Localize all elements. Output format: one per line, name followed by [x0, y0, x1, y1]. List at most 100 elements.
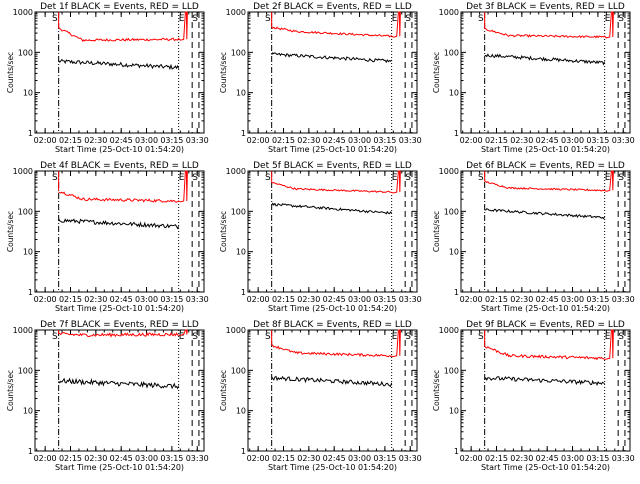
plot-frame: [34, 11, 205, 134]
events-series-line: [271, 52, 392, 64]
x-tick-label: 02:30: [297, 454, 320, 463]
y-tick-label: 100: [444, 207, 459, 216]
x-tick-label: 03:15: [373, 136, 396, 145]
events-series-line: [58, 218, 180, 230]
plot-frame: [460, 170, 631, 293]
x-tick-label: 02:00: [247, 136, 270, 145]
x-tick-label: 02:15: [59, 136, 82, 145]
x-tick-label: 03:30: [399, 136, 422, 145]
y-tick-label: 100: [231, 207, 246, 216]
interval-marker: S: [618, 173, 624, 183]
x-tick-label: 03:00: [561, 454, 584, 463]
x-tick-label: 02:45: [536, 136, 559, 145]
x-tick-label: 03:00: [135, 454, 158, 463]
x-tick-label: 02:30: [510, 454, 533, 463]
events-series-line: [58, 377, 180, 390]
x-tick-label: 03:15: [586, 454, 609, 463]
y-tick-label: 10: [23, 248, 33, 257]
x-tick-label: 02:30: [510, 295, 533, 304]
x-axis-label: Start Time (25-Oct-10 01:54:20): [481, 463, 610, 472]
events-series-line: [484, 53, 606, 66]
chart-title: Det 5f BLACK = Events, RED = LLD: [253, 161, 412, 171]
x-tick-label: 02:00: [34, 295, 57, 304]
x-tick-label: 02:30: [297, 136, 320, 145]
y-tick-label: 10: [236, 407, 246, 416]
x-tick-label: 03:30: [186, 295, 209, 304]
x-axis-label: Start Time (25-Oct-10 01:54:20): [481, 304, 610, 313]
plot-frame: [460, 11, 631, 134]
interval-marker: S: [192, 173, 198, 183]
x-tick-label: 02:45: [323, 295, 346, 304]
lld-series-line: [484, 11, 614, 39]
x-axis-label: Start Time (25-Oct-10 01:54:20): [268, 304, 397, 313]
x-tick-label: 02:00: [247, 295, 270, 304]
x-tick-label: 02:45: [536, 295, 559, 304]
interval-marker: E: [392, 14, 398, 24]
interval-marker: E: [605, 14, 611, 24]
y-tick-label: 1000: [226, 8, 246, 17]
x-tick-label: 02:30: [84, 136, 107, 145]
x-tick-label: 02:00: [247, 454, 270, 463]
x-tick-label: 03:30: [612, 454, 635, 463]
x-tick-label: 03:00: [348, 295, 371, 304]
y-tick-label: 1000: [13, 167, 33, 176]
x-tick-label: 02:15: [59, 454, 82, 463]
y-tick-label: 1000: [226, 167, 246, 176]
x-tick-label: 02:15: [272, 454, 295, 463]
x-tick-label: 02:30: [510, 136, 533, 145]
x-tick-label: 03:15: [586, 295, 609, 304]
y-tick-label: 100: [18, 207, 33, 216]
x-tick-label: 02:15: [485, 136, 508, 145]
x-tick-label: 03:00: [348, 454, 371, 463]
interval-marker: S: [52, 332, 58, 342]
x-tick-label: 02:00: [460, 295, 483, 304]
x-tick-label: 03:15: [373, 295, 396, 304]
y-tick-label: 100: [444, 48, 459, 57]
interval-marker: S: [478, 173, 484, 183]
x-tick-label: 02:15: [272, 136, 295, 145]
x-tick-label: 03:30: [612, 136, 635, 145]
lld-series-line: [58, 329, 188, 338]
chart-title: Det 6f BLACK = Events, RED = LLD: [466, 161, 625, 171]
x-tick-label: 03:00: [348, 136, 371, 145]
lld-series-line: [58, 11, 188, 42]
chart-title: Det 1f BLACK = Events, RED = LLD: [40, 2, 199, 12]
y-axis-label: Counts/sec: [6, 370, 15, 411]
chart-title: Det 7f BLACK = Events, RED = LLD: [40, 320, 199, 330]
y-tick-label: 10: [23, 407, 33, 416]
y-tick-label: 1: [454, 129, 459, 138]
interval-marker: S: [478, 14, 484, 24]
x-tick-label: 02:45: [110, 454, 133, 463]
events-series-line: [484, 376, 605, 387]
y-tick-label: 10: [236, 248, 246, 257]
x-axis-label: Start Time (25-Oct-10 01:54:20): [481, 145, 610, 154]
interval-marker: E: [392, 332, 398, 342]
x-tick-label: 02:30: [297, 295, 320, 304]
interval-marker: E: [605, 332, 611, 342]
y-tick-label: 1: [28, 129, 33, 138]
interval-marker: S: [192, 14, 198, 24]
x-tick-label: 03:30: [186, 136, 209, 145]
interval-marker: S: [52, 173, 58, 183]
y-tick-label: 100: [444, 366, 459, 375]
x-tick-label: 02:30: [84, 454, 107, 463]
y-tick-label: 1000: [13, 8, 33, 17]
y-axis-label: Counts/sec: [219, 370, 228, 411]
y-tick-label: 1: [28, 288, 33, 297]
interval-marker: E: [179, 173, 185, 183]
interval-marker: S: [265, 14, 271, 24]
chart-title: Det 2f BLACK = Events, RED = LLD: [253, 2, 412, 12]
y-tick-label: 10: [23, 89, 33, 98]
x-tick-label: 02:45: [536, 454, 559, 463]
y-tick-label: 1: [28, 447, 33, 456]
interval-marker: E: [392, 173, 398, 183]
interval-marker: S: [405, 14, 411, 24]
events-series-line: [271, 202, 392, 215]
x-tick-label: 03:00: [135, 295, 158, 304]
y-tick-label: 100: [231, 48, 246, 57]
interval-marker: E: [179, 332, 185, 342]
x-tick-label: 03:15: [586, 136, 609, 145]
y-axis-label: Counts/sec: [219, 211, 228, 252]
lld-series-line: [58, 170, 188, 203]
x-tick-label: 02:00: [34, 136, 57, 145]
